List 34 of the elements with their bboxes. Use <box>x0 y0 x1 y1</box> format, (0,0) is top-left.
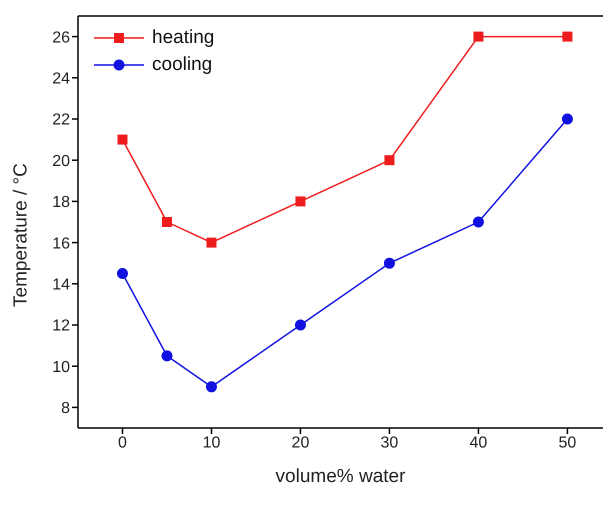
x-axis-title: volume% water <box>276 466 406 487</box>
x-tick-label: 40 <box>470 434 488 452</box>
point <box>206 381 217 392</box>
y-tick-label: 24 <box>52 70 70 88</box>
point <box>384 258 395 269</box>
point <box>562 32 572 42</box>
x-tick-label: 50 <box>558 434 576 452</box>
point <box>472 216 484 228</box>
y-axis-title: Temperature / °C <box>10 163 32 307</box>
x-tick-label: 30 <box>380 434 398 452</box>
y-tick-label: 14 <box>52 276 70 294</box>
point <box>161 350 172 362</box>
legend-label: cooling <box>152 54 212 76</box>
y-tick-label: 8 <box>61 400 70 418</box>
point <box>562 114 573 124</box>
y-tick-label: 18 <box>52 194 70 212</box>
point <box>295 196 306 206</box>
point <box>116 268 128 279</box>
x-tick-label: 0 <box>118 434 128 452</box>
point <box>384 155 394 166</box>
point <box>473 32 484 42</box>
point <box>117 134 128 145</box>
point <box>162 217 172 227</box>
x-tick-label: 10 <box>202 434 220 452</box>
y-tick-label: 20 <box>52 152 70 170</box>
point <box>206 238 216 248</box>
y-tick-label: 26 <box>52 29 70 46</box>
y-tick-label: 10 <box>52 358 70 376</box>
y-tick-label: 22 <box>52 112 70 129</box>
point <box>294 320 306 330</box>
x-tick-label: 20 <box>292 434 310 452</box>
y-tick-label: 12 <box>52 318 70 335</box>
y-tick-label: 16 <box>52 235 70 252</box>
legend-label: heating <box>152 26 214 48</box>
